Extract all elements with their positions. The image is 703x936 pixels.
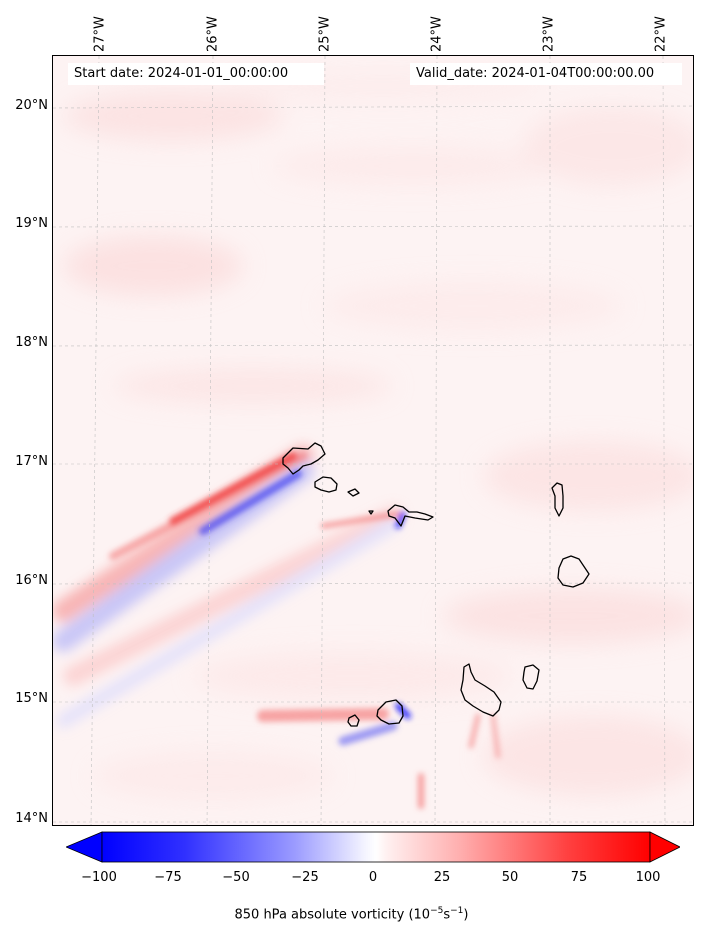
vorticity-streaks	[53, 445, 501, 809]
lon-label-24w: 24°W	[429, 16, 445, 52]
lon-label-26w: 26°W	[205, 16, 221, 52]
colorbar-extend-min	[66, 831, 103, 863]
colorbar	[66, 831, 680, 863]
lat-label-20n: 20°N	[15, 98, 48, 113]
valid-date-box: Valid_date: 2024-01-04T00:00:00.00	[410, 63, 682, 85]
vorticity-map	[52, 55, 694, 826]
lat-label-18n: 18°N	[15, 335, 48, 350]
lon-label-23w: 23°W	[541, 16, 557, 52]
island-santo-antao	[282, 442, 326, 475]
island-santiago	[460, 663, 502, 717]
colorbar-tick: 50	[501, 870, 519, 885]
lat-label-19n: 19°N	[15, 216, 48, 231]
colorbar-tick: −75	[154, 870, 182, 885]
colorbar-tick: 100	[635, 870, 661, 885]
island-brava	[347, 714, 360, 727]
island-santa-luzia	[347, 488, 360, 497]
colorbar-label: 850 hPa absolute vorticity (10−5s−1)	[234, 906, 469, 923]
colorbar-tick: 0	[368, 870, 378, 885]
lat-label-16n: 16°N	[15, 573, 48, 588]
lat-label-14n: 14°N	[15, 811, 48, 826]
colorbar-tick: −50	[222, 870, 250, 885]
lon-label-27w: 27°W	[92, 16, 108, 52]
start-date-box: Start date: 2024-01-01_00:00:00	[68, 63, 324, 85]
lat-label-17n: 17°N	[15, 454, 48, 469]
vorticity-field	[53, 56, 693, 825]
colorbar-extend-max	[649, 831, 680, 863]
colorbar-tick: 75	[570, 870, 588, 885]
colorbar-tick: −25	[291, 870, 319, 885]
island-boa-vista	[557, 555, 590, 588]
lat-label-15n: 15°N	[15, 691, 48, 706]
colorbar-tick: 25	[433, 870, 451, 885]
lon-label-25w: 25°W	[317, 16, 333, 52]
island-sal	[551, 482, 564, 517]
colorbar-body	[101, 831, 651, 863]
island-branco	[368, 510, 374, 515]
island-sao-vicente	[314, 476, 338, 493]
colorbar-tick: −100	[81, 870, 117, 885]
background-mottling	[63, 68, 693, 801]
island-fogo	[376, 699, 404, 725]
island-sao-nicolau	[387, 504, 434, 527]
island-maio	[522, 664, 540, 690]
gridlines	[53, 56, 693, 825]
coastlines	[282, 442, 590, 727]
lon-label-22w: 22°W	[653, 16, 669, 52]
